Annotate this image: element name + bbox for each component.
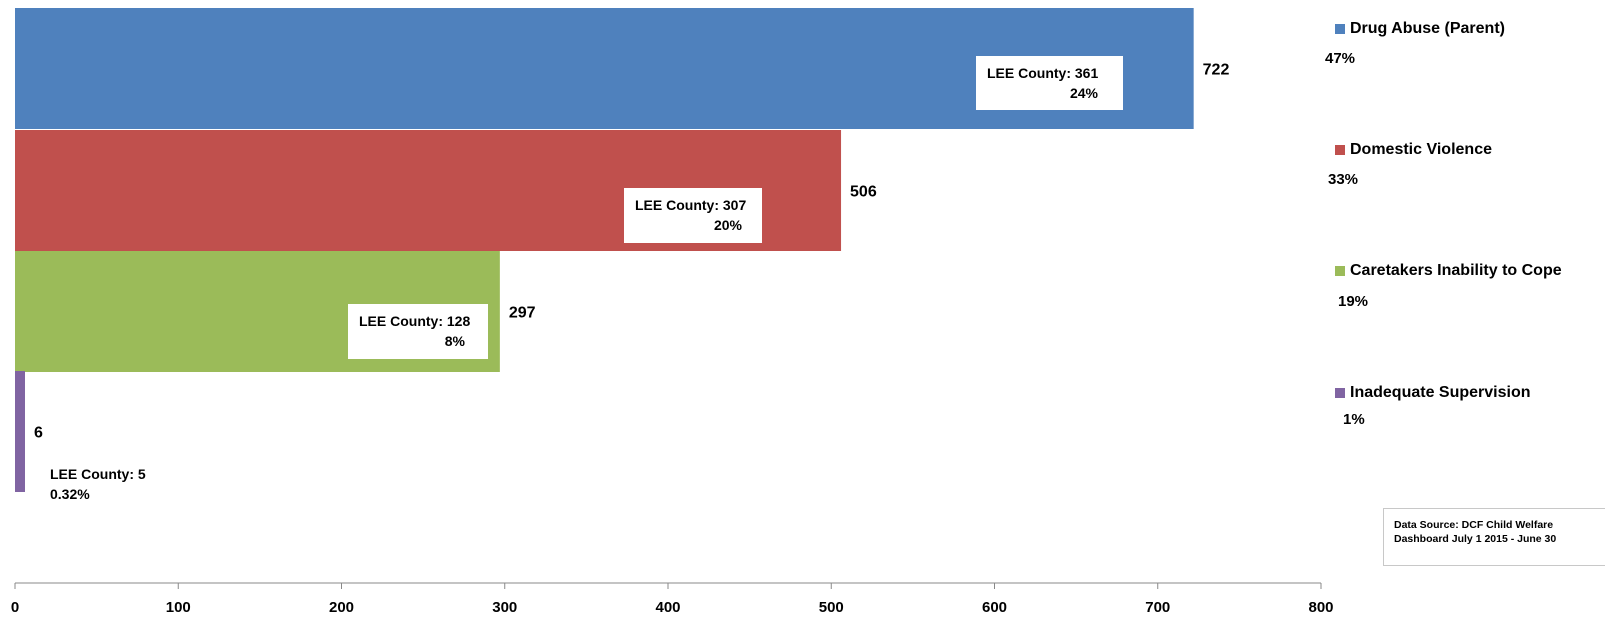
lee-county-box-drug-abuse bbox=[976, 56, 1123, 110]
lee-county-box-domestic-violence bbox=[624, 188, 762, 243]
legend-entry-caretakers: Caretakers Inability to Cope 19% bbox=[1335, 262, 1605, 310]
legend-percent-inadequate-supervision: 1% bbox=[1343, 411, 1365, 428]
legend-percent-drug-abuse: 47% bbox=[1325, 50, 1356, 67]
legend-entry-inadequate-supervision: Inadequate Supervision 1% bbox=[1335, 384, 1605, 428]
value-label-caretakers: 297 bbox=[509, 305, 536, 322]
lee-county-count-drug-abuse: LEE County: 361 bbox=[987, 65, 1098, 81]
legend-entry-domestic-violence: Domestic Violence 33% bbox=[1328, 141, 1605, 188]
value-label-inadequate-supervision: 6 bbox=[34, 425, 43, 442]
x-tick-label: 200 bbox=[329, 599, 354, 616]
legend-percent-caretakers: 19% bbox=[1338, 293, 1369, 310]
lee-county-count-caretakers: LEE County: 128 bbox=[359, 313, 470, 329]
value-label-domestic-violence: 506 bbox=[850, 184, 877, 201]
data-source-note: Data Source: DCF Child Welfare Dashboard… bbox=[1383, 508, 1605, 566]
data-labels-layer: 722 506 297 6 LEE County: 361 24% LEE County: … bbox=[34, 56, 1229, 502]
legend-label-caretakers: Caretakers Inability to Cope bbox=[1350, 262, 1562, 279]
legend-swatch-domestic-violence bbox=[1335, 145, 1345, 155]
bar-inadequate-supervision bbox=[15, 371, 25, 492]
x-tick-label: 100 bbox=[166, 599, 191, 616]
x-tick-label: 700 bbox=[1145, 599, 1170, 616]
x-tick-label: 800 bbox=[1308, 599, 1333, 616]
x-tick-label: 300 bbox=[492, 599, 517, 616]
source-line-2: Dashboard July 1 2015 - June 30 bbox=[1394, 533, 1557, 546]
x-tick-label: 500 bbox=[819, 599, 844, 616]
source-line-1: Data Source: DCF Child Welfare bbox=[1394, 519, 1554, 531]
legend-label-inadequate-supervision: Inadequate Supervision bbox=[1350, 384, 1531, 401]
legend-label-drug-abuse: Drug Abuse (Parent) bbox=[1350, 20, 1505, 37]
lee-county-percent-drug-abuse: 24% bbox=[1070, 85, 1099, 101]
legend-swatch-inadequate-supervision bbox=[1335, 388, 1345, 398]
x-tick-label: 0 bbox=[11, 599, 19, 616]
x-tick-label: 600 bbox=[982, 599, 1007, 616]
value-label-drug-abuse: 722 bbox=[1203, 62, 1230, 79]
lee-county-percent-caretakers: 8% bbox=[445, 333, 466, 349]
lee-county-count-domestic-violence: LEE County: 307 bbox=[635, 197, 746, 213]
legend-label-domestic-violence: Domestic Violence bbox=[1350, 141, 1492, 158]
legend-entry-drug-abuse: Drug Abuse (Parent) 47% bbox=[1325, 20, 1605, 67]
lee-county-percent-inadequate-supervision: 0.32% bbox=[50, 486, 90, 502]
lee-county-percent-domestic-violence: 20% bbox=[714, 217, 743, 233]
lee-county-box-caretakers bbox=[348, 304, 488, 359]
legend-percent-domestic-violence: 33% bbox=[1328, 171, 1359, 188]
legend-swatch-drug-abuse bbox=[1335, 24, 1345, 34]
x-tick-label: 400 bbox=[655, 599, 680, 616]
x-axis: 0 100 200 300 400 500 600 700 800 bbox=[11, 582, 1334, 616]
lee-county-count-inadequate-supervision: LEE County: 5 bbox=[50, 466, 146, 482]
legend-swatch-caretakers bbox=[1335, 266, 1345, 276]
